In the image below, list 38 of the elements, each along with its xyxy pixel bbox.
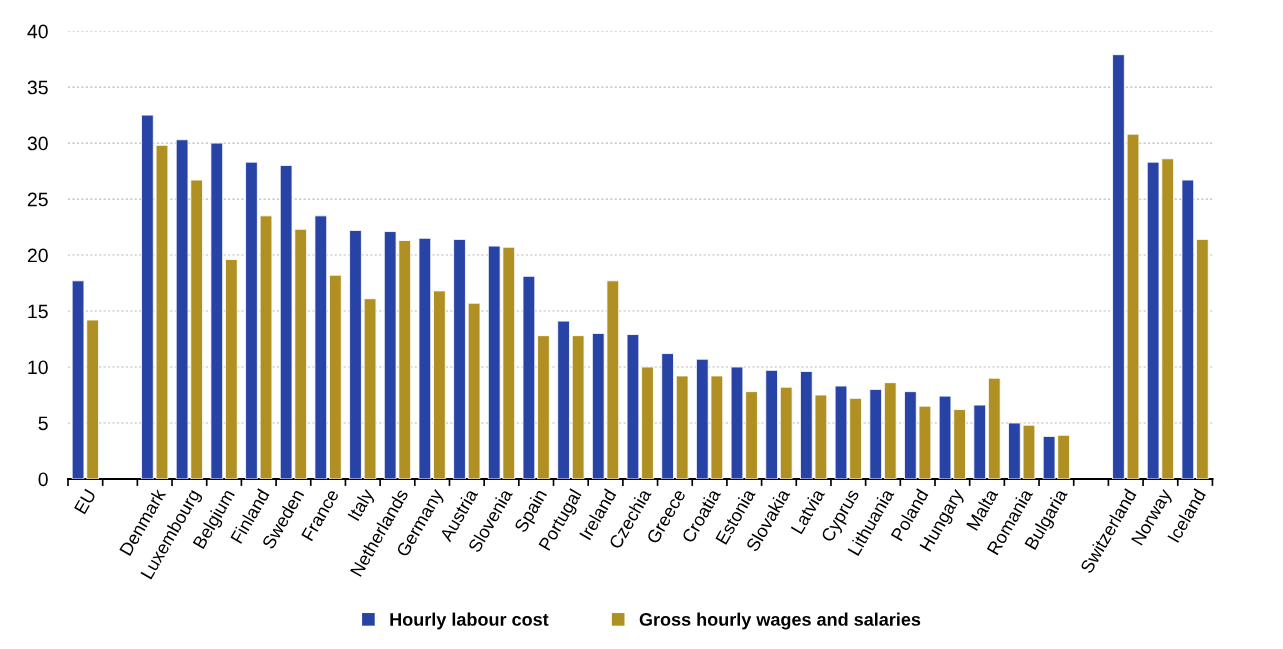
bar — [329, 274, 342, 479]
bar — [210, 142, 224, 479]
bar — [973, 404, 987, 479]
y-tick-label: 35 — [27, 80, 48, 95]
bar — [626, 334, 640, 479]
bar — [1181, 179, 1195, 479]
bar — [765, 369, 778, 479]
bar — [225, 259, 238, 479]
y-tick-label: 5 — [38, 416, 48, 431]
bar — [1196, 238, 1209, 479]
bar — [363, 298, 377, 479]
y-tick-label: 40 — [27, 24, 48, 39]
legend-label: Hourly labour cost — [390, 612, 549, 630]
y-tick-label: 20 — [27, 248, 48, 263]
bar — [522, 275, 536, 479]
y-tick-label: 30 — [27, 136, 48, 151]
bar — [467, 302, 481, 479]
bar — [453, 238, 466, 479]
bar — [433, 290, 446, 479]
y-tick-label: 15 — [28, 304, 48, 319]
bar — [883, 382, 897, 479]
y-tick-label: 25 — [27, 192, 48, 207]
bar — [641, 366, 654, 479]
y-tick-label: 10 — [28, 360, 48, 375]
bar — [779, 386, 793, 479]
bar — [987, 377, 1001, 479]
bar — [537, 335, 550, 479]
bar — [349, 230, 362, 479]
bar — [869, 388, 883, 479]
legend-label: Gross hourly wages and salaries — [639, 612, 921, 630]
bar — [661, 353, 674, 479]
y-tick-label: 0 — [38, 472, 48, 487]
bar — [557, 320, 570, 479]
bar — [418, 237, 432, 479]
bar — [314, 215, 328, 479]
bar — [675, 375, 689, 479]
x-tick-label: EU — [74, 488, 97, 515]
bar — [571, 335, 585, 479]
